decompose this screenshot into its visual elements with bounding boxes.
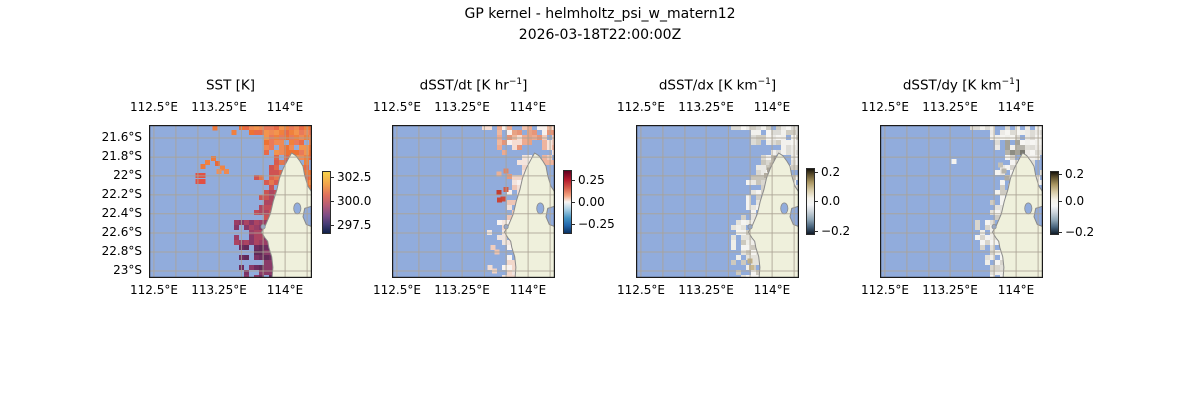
colorbar-tick-label: 300.0: [337, 194, 372, 208]
xtick-top-113.25E: 113.25°E: [922, 100, 978, 114]
panel-title-superscript: −1: [757, 77, 771, 87]
xtick-top-113.25E: 113.25°E: [434, 100, 490, 114]
panel-title-dsst-dx: dSST/dx [K km−1]: [636, 77, 799, 94]
colorbar-tick-label: 0.00: [578, 195, 605, 209]
colorbar-tick-label: −0.25: [578, 217, 615, 231]
colorbar-tick-mark: [330, 201, 334, 203]
map-sst: [149, 125, 312, 278]
xtick-top-112.5E: 112.5°E: [861, 100, 909, 114]
xtick-bottom-112.5E: 112.5°E: [617, 283, 665, 297]
colorbar-tick-mark: [814, 201, 818, 203]
xtick-top-112.5E: 112.5°E: [617, 100, 665, 114]
ytick-23S: 23°S: [113, 263, 142, 277]
xtick-bottom-114E: 114°E: [509, 283, 547, 297]
xtick-top-113.25E: 113.25°E: [678, 100, 734, 114]
ytick-22.6S: 22.6°S: [101, 225, 142, 239]
map-dsst-dt: [392, 125, 555, 278]
panel-title-text: dSST/dy [K km: [902, 77, 1002, 94]
map-dsst-dx: [636, 125, 799, 278]
xtick-bottom-112.5E: 112.5°E: [130, 283, 178, 297]
colorbar-tick-mark: [330, 177, 334, 179]
xtick-bottom-114E: 114°E: [266, 283, 304, 297]
colorbar-dsst-dy: [1050, 171, 1059, 235]
panel-sst: SST [K] 112.5°E 113.25°E 114°E 112.5°E 1…: [130, 0, 379, 400]
colorbar-tick-label: −0.2: [821, 224, 851, 238]
ytick-22S: 22°S: [113, 168, 142, 182]
colorbar-tick-mark: [571, 224, 575, 226]
figure-subtitle: 2026-03-18T22:00:00Z: [518, 27, 682, 43]
panel-title-text: SST [K: [205, 77, 250, 94]
ytick-22.4S: 22.4°S: [101, 206, 142, 220]
figure-title: GP kernel - helmholtz_psi_w_matern12: [464, 6, 736, 22]
xtick-bottom-114E: 114°E: [753, 283, 791, 297]
panel-dsst-dx: dSST/dx [K km−1] 112.5°E 113.25°E 114°E …: [617, 0, 866, 400]
colorbar-tick-label: 0.25: [578, 173, 605, 187]
panel-title-close: ]: [249, 77, 256, 94]
panel-title-dsst-dt: dSST/dt [K hr−1]: [392, 77, 555, 94]
xtick-top-114E: 114°E: [509, 100, 547, 114]
colorbar-tick-label: 297.5: [337, 218, 372, 232]
colorbar-tick-label: 0.0: [1065, 194, 1085, 208]
xtick-bottom-112.5E: 112.5°E: [861, 283, 909, 297]
xtick-top-114E: 114°E: [266, 100, 304, 114]
xtick-bottom-113.25E: 113.25°E: [434, 283, 490, 297]
colorbar-tick-label: 0.2: [1065, 167, 1085, 181]
colorbar-tick-mark: [1058, 201, 1062, 203]
xtick-bottom-114E: 114°E: [997, 283, 1035, 297]
panel-title-superscript: −1: [1001, 77, 1015, 87]
colorbar-tick-mark: [1058, 174, 1062, 176]
colorbar-tick-mark: [571, 180, 575, 182]
colorbar-tick-mark: [814, 172, 818, 174]
panel-title-superscript: −1: [508, 77, 523, 87]
xtick-bottom-112.5E: 112.5°E: [373, 283, 421, 297]
ytick-22.8S: 22.8°S: [101, 244, 142, 258]
ytick-22.2S: 22.2°S: [101, 187, 142, 201]
panel-dsst-dy: dSST/dy [K km−1] 112.5°E 113.25°E 114°E …: [861, 0, 1110, 400]
panel-title-dsst-dy: dSST/dy [K km−1]: [880, 77, 1043, 94]
colorbar-tick-label: 0.2: [821, 165, 841, 179]
panel-dsst-dt: dSST/dt [K hr−1] 112.5°E 113.25°E 114°E …: [373, 0, 622, 400]
map-dsst-dy: [880, 125, 1043, 278]
colorbar-tick-label: 302.5: [337, 170, 372, 184]
xtick-bottom-113.25E: 113.25°E: [922, 283, 978, 297]
colorbar-tick-label: −0.2: [1065, 225, 1095, 239]
colorbar-tick-mark: [330, 225, 334, 227]
colorbar-tick-mark: [1058, 232, 1062, 234]
xtick-bottom-113.25E: 113.25°E: [191, 283, 247, 297]
panel-title-close: ]: [522, 77, 528, 94]
ytick-21.8S: 21.8°S: [101, 149, 142, 163]
panel-title-sst: SST [K]: [149, 77, 312, 94]
panel-title-close: ]: [1014, 77, 1021, 94]
ytick-21.6S: 21.6°S: [101, 130, 142, 144]
panel-title-close: ]: [770, 77, 777, 94]
panel-title-text: dSST/dx [K km: [658, 77, 758, 94]
xtick-bottom-113.25E: 113.25°E: [678, 283, 734, 297]
xtick-top-114E: 114°E: [753, 100, 791, 114]
colorbar-tick-mark: [571, 202, 575, 204]
colorbar-sst: [322, 171, 331, 234]
xtick-top-112.5E: 112.5°E: [130, 100, 178, 114]
panel-title-text: dSST/dt [K hr: [419, 77, 509, 94]
xtick-top-112.5E: 112.5°E: [373, 100, 421, 114]
xtick-top-113.25E: 113.25°E: [191, 100, 247, 114]
xtick-top-114E: 114°E: [997, 100, 1035, 114]
colorbar-tick-label: 0.0: [821, 194, 841, 208]
colorbar-tick-mark: [814, 231, 818, 233]
